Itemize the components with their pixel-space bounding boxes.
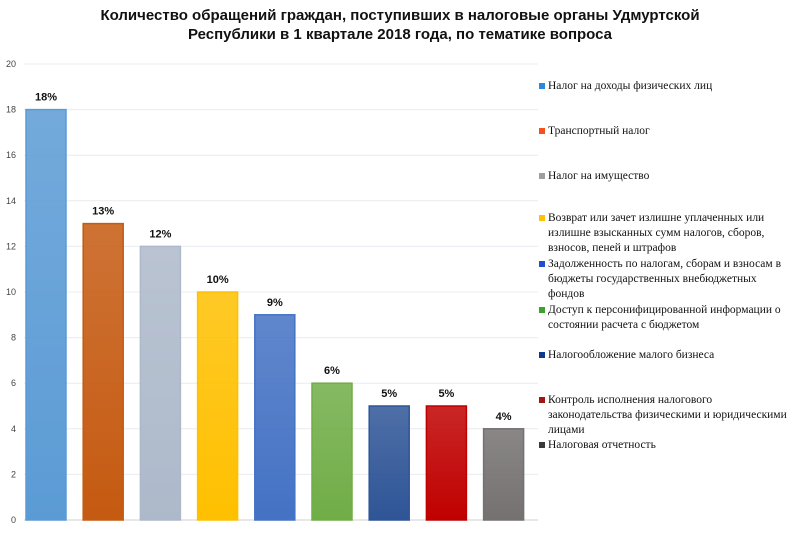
legend-label: Налог на доходы физических лиц <box>548 80 713 92</box>
legend-item: Возврат или зачет излишне уплаченных или… <box>538 211 800 256</box>
legend-label: Налоговая отчетность <box>548 439 656 451</box>
bar <box>311 382 353 521</box>
y-tick-label: 14 <box>6 196 16 206</box>
y-tick-label: 2 <box>11 469 16 479</box>
chart-title-line-2: Республики в 1 квартале 2018 года, по те… <box>187 26 613 43</box>
bar <box>254 314 296 521</box>
legend-label: состоянии расчета с бюджетом <box>548 319 700 331</box>
legend-label: Возврат или зачет излишне уплаченных или <box>548 212 765 224</box>
bar <box>25 108 67 521</box>
data-label: 4% <box>496 411 512 423</box>
data-label: 5% <box>381 388 397 400</box>
legend-swatch <box>539 215 545 221</box>
legend-swatch <box>539 352 545 358</box>
legend-label: Налог на имущество <box>548 170 650 182</box>
y-tick-label: 18 <box>6 105 16 115</box>
legend-label: излишне взысканных сумм налогов, сборов, <box>548 227 765 239</box>
legend-swatch <box>539 173 545 179</box>
y-tick-label: 12 <box>6 241 16 251</box>
legend-label: Налогообложение малого бизнеса <box>548 349 715 361</box>
y-tick-label: 4 <box>11 424 16 434</box>
legend-swatch <box>539 442 545 448</box>
legend-swatch <box>539 397 545 403</box>
bar <box>425 405 468 521</box>
data-label: 5% <box>438 388 454 400</box>
legend-label: законодательства физическими и юридическ… <box>548 409 787 421</box>
legend-label: фондов <box>548 288 585 300</box>
y-tick-label: 0 <box>11 515 16 525</box>
y-tick-label: 16 <box>6 150 16 160</box>
data-label: 6% <box>324 365 340 377</box>
data-label: 13% <box>92 206 114 218</box>
legend-label: Задолженность по налогам, сборам и взнос… <box>548 258 781 270</box>
legend-item: Налог на имущество <box>538 169 800 184</box>
bar <box>482 428 525 521</box>
legend-item: Задолженность по налогам, сборам и взнос… <box>538 257 800 302</box>
data-label: 9% <box>267 297 283 309</box>
data-label: 12% <box>149 228 171 240</box>
legend-item: Налог на доходы физических лиц <box>538 79 800 94</box>
legend-label: Транспортный налог <box>548 125 650 137</box>
y-tick-label: 8 <box>11 333 16 343</box>
legend-label: бюджеты государственных внебюджетных <box>548 273 757 285</box>
y-tick-label: 10 <box>6 287 16 297</box>
legend-item: Контроль исполнения налогового законодате… <box>538 393 800 438</box>
legend-swatch <box>539 128 545 134</box>
bar <box>368 405 410 521</box>
legend-item: Налоговая отчетность <box>538 438 800 453</box>
legend-swatch <box>539 261 545 267</box>
legend-item: Транспортный налог <box>538 124 800 139</box>
bar <box>82 222 124 521</box>
legend-item: Доступ к персонифицированной информации … <box>538 303 800 333</box>
chart-title-line-1: Количество обращений граждан, поступивши… <box>100 7 700 24</box>
legend-label: Контроль исполнения налогового <box>548 394 713 406</box>
legend-label: взносов, пеней и штрафов <box>548 242 677 254</box>
bar <box>196 291 239 521</box>
legend-swatch <box>539 83 545 89</box>
chart-title: Количество обращений граждан, поступивши… <box>0 6 800 44</box>
legend-item: Налогообложение малого бизнеса <box>538 348 800 363</box>
y-tick-label: 20 <box>6 59 16 69</box>
data-label: 10% <box>207 274 229 286</box>
y-tick-label: 6 <box>11 378 16 388</box>
legend-swatch <box>539 307 545 313</box>
bar <box>139 245 182 521</box>
legend-label: лицами <box>548 424 585 436</box>
data-label: 18% <box>35 92 57 104</box>
legend-label: Доступ к персонифицированной информации … <box>548 304 781 316</box>
